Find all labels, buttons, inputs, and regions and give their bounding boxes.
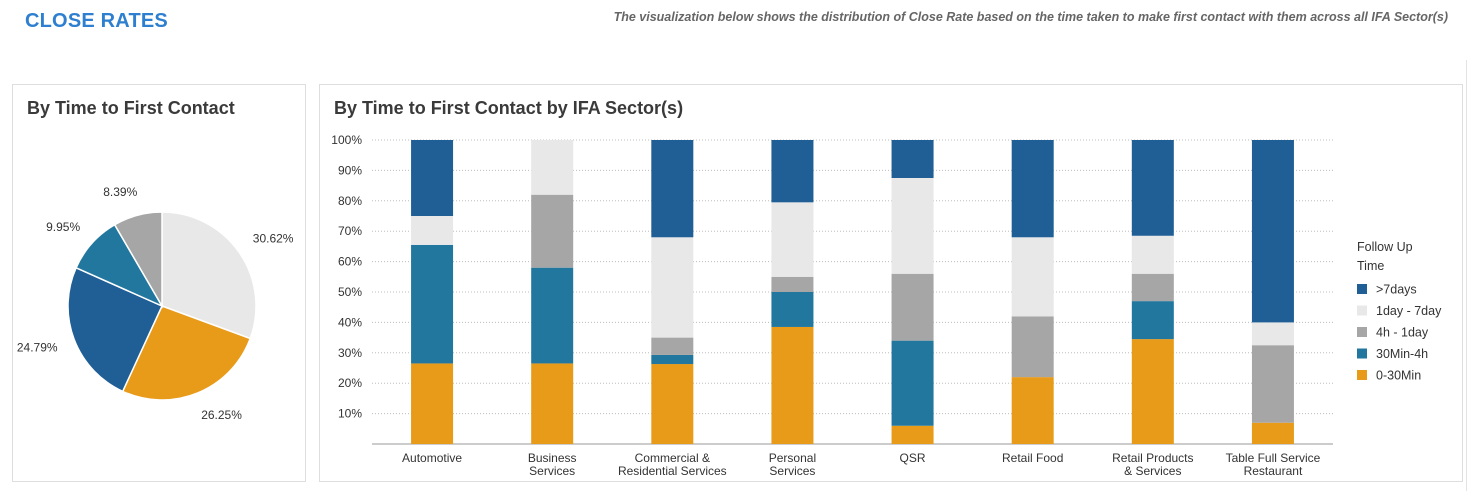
bar-segment-personal-services-0-30min[interactable] (771, 326, 814, 444)
bar-segment-retail-products-services-30min-4h[interactable] (1131, 301, 1174, 340)
bar-segment-commercial-residential-services-4h-1day[interactable] (651, 337, 694, 355)
stacked-bar-chart: 10% 20% 30% 40% 50% 60% 70% 80% 90% 100% Automotiv… (331, 133, 1442, 478)
bar-segment-qsr-1day-7day[interactable] (891, 178, 934, 274)
x-tick-label: Table Full Service Restaurant (1226, 451, 1321, 478)
pie-label-30min-4h: 9.95% (46, 220, 80, 234)
pie-label-7days: 24.79% (17, 341, 58, 355)
y-tick-label: 50% (338, 285, 362, 299)
bar-segment-retail-food-4h-1day[interactable] (1011, 316, 1054, 378)
bar-segment-business-services-30min-4h[interactable] (531, 267, 574, 364)
pie-chart-panel: By Time to First Contact 30.62% 26.25% 24.… (12, 84, 306, 482)
legend-label-7days[interactable]: >7days (1376, 283, 1417, 297)
pie-chart-title: By Time to First Contact (27, 98, 235, 118)
bar-segment-retail-food-1day-7day[interactable] (1011, 237, 1054, 317)
bar-segment-personal-services-30min-4h[interactable] (771, 292, 814, 327)
legend-swatch-1day-7day (1357, 305, 1367, 316)
pie-slice-0-30min[interactable] (121, 305, 252, 401)
legend-title: Follow Up Time (1357, 240, 1413, 273)
y-tick-label: 60% (338, 255, 362, 269)
bar-segment-commercial-residential-services-7days[interactable] (651, 140, 694, 238)
bar-segment-personal-services-1day-7day[interactable] (771, 202, 814, 277)
bar-segment-qsr-7days[interactable] (891, 140, 934, 178)
bar-segment-automotive-7days[interactable] (411, 140, 454, 216)
bar-segment-retail-food-0-30min[interactable] (1011, 377, 1054, 444)
y-tick-label: 10% (338, 407, 362, 421)
bar-segment-personal-services-4h-1day[interactable] (771, 276, 814, 292)
bar-segment-qsr-30min-4h[interactable] (891, 340, 934, 426)
bar-segment-automotive-30min-4h[interactable] (411, 244, 454, 364)
pie-slice-1day-7day[interactable] (161, 211, 257, 340)
bar-segment-business-services-1day-7day[interactable] (531, 140, 574, 195)
bar-segment-automotive-0-30min[interactable] (411, 363, 454, 444)
x-tick-label: QSR (900, 451, 926, 465)
y-tick-label: 80% (338, 194, 362, 208)
bar-chart-panel: By Time to First Contact by IFA Sector(s… (319, 84, 1463, 482)
x-tick-label: Business Services (528, 451, 577, 478)
y-tick-label: 70% (338, 224, 362, 238)
page-title: CLOSE RATES (25, 10, 168, 32)
bar-segment-table-full-service-restaurant-0-30min[interactable] (1251, 422, 1294, 444)
x-tick-label: Retail Food (1002, 451, 1063, 465)
bar-chart-title: By Time to First Contact by IFA Sector(s… (334, 98, 684, 118)
bar-segment-business-services-0-30min[interactable] (531, 363, 574, 444)
legend-label-30min-4h[interactable]: 30Min-4h (1376, 347, 1428, 361)
y-tick-label: 90% (338, 163, 362, 177)
pie-slice-4h-1day[interactable] (113, 211, 163, 309)
bar-segment-retail-products-services-7days[interactable] (1131, 140, 1174, 236)
pie-label-4h-1day: 8.39% (103, 185, 137, 199)
bar-segment-retail-products-services-1day-7day[interactable] (1131, 235, 1174, 274)
x-tick-label: Automotive (402, 451, 462, 465)
bar-segment-table-full-service-restaurant-1day-7day[interactable] (1251, 322, 1294, 346)
bar-segment-retail-food-7days[interactable] (1011, 140, 1054, 238)
pie-label-0-30min: 26.25% (201, 408, 242, 422)
bar-segment-table-full-service-restaurant-7days[interactable] (1251, 140, 1294, 323)
bar-segment-qsr-4h-1day[interactable] (891, 273, 934, 341)
legend-swatch-0-30min (1357, 370, 1367, 380)
bar-segment-commercial-residential-services-0-30min[interactable] (651, 364, 694, 444)
bar-segment-retail-products-services-4h-1day[interactable] (1131, 273, 1174, 302)
y-tick-label: 100% (331, 133, 362, 147)
y-tick-label: 40% (338, 315, 362, 329)
pie-slice-7days[interactable] (67, 266, 163, 393)
legend-label-4h-1day[interactable]: 4h - 1day (1376, 326, 1429, 340)
bar-segment-retail-products-services-0-30min[interactable] (1131, 339, 1174, 444)
x-tick-label: Commercial & Residential Services (618, 451, 727, 478)
y-tick-label: 20% (338, 376, 362, 390)
bar-segment-commercial-residential-services-30min-4h[interactable] (651, 354, 694, 365)
bar-segment-automotive-1day-7day[interactable] (411, 216, 454, 245)
legend-label-0-30min[interactable]: 0-30Min (1376, 369, 1421, 383)
bar-segment-table-full-service-restaurant-4h-1day[interactable] (1251, 345, 1294, 423)
pie-label-1day-7day: 30.62% (253, 232, 294, 246)
bar-segment-business-services-4h-1day[interactable] (531, 194, 574, 268)
legend-label-1day-7day[interactable]: 1day - 7day (1376, 304, 1442, 318)
x-tick-label: Personal Services (769, 451, 816, 478)
page-subtitle: The visualization below shows the distri… (613, 10, 1448, 24)
page-divider (1466, 60, 1467, 491)
bar-segment-qsr-0-30min[interactable] (891, 425, 934, 444)
bar-segment-personal-services-7days[interactable] (771, 140, 814, 203)
pie-chart: 30.62% 26.25% 24.79% 9.95% 8.39% (17, 185, 294, 422)
legend-swatch-4h-1day (1357, 327, 1367, 337)
bar-segment-commercial-residential-services-1day-7day[interactable] (651, 237, 694, 338)
legend-swatch-30min-4h (1357, 348, 1367, 359)
y-tick-label: 30% (338, 346, 362, 360)
x-tick-label: Retail Products & Services (1112, 451, 1193, 478)
legend-swatch-7days (1357, 284, 1367, 294)
